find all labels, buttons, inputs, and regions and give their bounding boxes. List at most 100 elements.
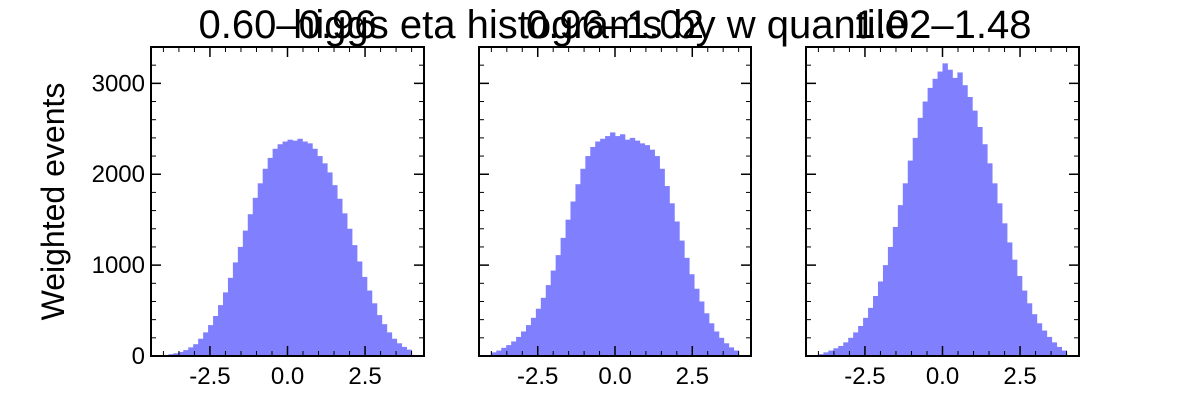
histogram-bar	[580, 168, 586, 356]
histogram-bar	[863, 317, 869, 356]
histogram-bar	[188, 347, 194, 356]
histogram-bar	[644, 145, 651, 356]
histogram-bar	[173, 353, 179, 356]
histogram-bar	[937, 71, 943, 356]
histogram-bar	[942, 63, 948, 357]
histogram-bar	[957, 72, 963, 356]
histogram-bar	[332, 185, 338, 356]
histogram-bar	[848, 337, 854, 356]
histogram-bar	[1061, 350, 1067, 356]
histogram-bar	[887, 246, 894, 356]
histogram-bar	[1051, 342, 1058, 356]
histogram-bar	[322, 163, 328, 356]
histogram-bar	[977, 126, 983, 356]
histogram-bar	[516, 336, 522, 356]
histogram-bar	[605, 136, 611, 356]
histogram-bars	[163, 138, 412, 356]
histogram-bar	[506, 345, 512, 356]
histogram-bar	[511, 341, 517, 356]
x-tick-label: -2.5	[189, 363, 230, 390]
histogram-bar	[297, 138, 303, 356]
histogram-bar	[550, 270, 557, 356]
histogram-bar	[406, 349, 412, 356]
histogram-bar	[337, 198, 343, 356]
subplot-3: -2.5 0.0 2.5 1.02–1.48	[805, 3, 1080, 390]
histogram-bar	[491, 352, 497, 356]
histogram-bar	[575, 184, 581, 356]
histogram-bar	[892, 226, 899, 356]
histogram-bar	[689, 274, 695, 356]
histogram-bar	[669, 203, 675, 356]
histogram-bar	[227, 277, 234, 356]
histogram-bar	[853, 332, 859, 356]
subplot-1: -2.5 0.0 2.5 0 1000 2000 3000 Weighted events 0.…	[35, 3, 425, 390]
histogram-bar	[347, 228, 353, 356]
x-tick-label: 0.0	[598, 363, 631, 390]
histogram-bar	[277, 144, 283, 356]
histogram-bar	[371, 303, 378, 356]
x-tick-label: 0.0	[926, 363, 959, 390]
histogram-bar	[868, 307, 874, 356]
histogram-bar	[565, 219, 571, 356]
histogram-bar	[570, 201, 576, 356]
histogram-bar	[560, 237, 566, 356]
histogram-bar	[922, 101, 929, 356]
histogram-bar	[352, 245, 358, 356]
axes-frame	[150, 46, 425, 357]
subplot-title: 1.02–1.48	[854, 3, 1032, 47]
subplot-title: 0.96–1.02	[526, 3, 704, 47]
histogram-bar	[733, 350, 740, 356]
histogram-bar	[501, 347, 507, 356]
histogram-bar	[1011, 259, 1018, 356]
figure-suptitle: higgs eta histograms by w quantile	[293, 3, 907, 47]
axes-frame	[805, 46, 1080, 357]
histogram-bar	[193, 344, 199, 356]
histogram-bar	[366, 290, 373, 356]
histogram-bar	[674, 221, 680, 356]
y-tick-label: 2000	[92, 161, 145, 188]
histogram-bar	[585, 156, 591, 356]
subplot-2: -2.5 0.0 2.5 0.96–1.02	[478, 3, 752, 390]
histogram-bar	[987, 163, 993, 356]
histogram-bar	[858, 326, 864, 356]
histogram-bar	[639, 143, 646, 356]
histogram-bar	[1041, 330, 1048, 356]
histogram-bar	[708, 323, 715, 356]
histogram-bar	[595, 141, 601, 356]
histogram-bar	[952, 77, 958, 357]
histogram-bar	[178, 351, 184, 356]
histogram-bar	[267, 157, 274, 356]
histogram-bar	[664, 186, 670, 356]
histogram-bar	[242, 230, 249, 356]
x-tick-label: 2.5	[676, 363, 709, 390]
histogram-bar	[600, 138, 606, 356]
histogram-bar	[391, 338, 398, 356]
histogram-bars	[491, 132, 740, 356]
histogram-bar	[1031, 314, 1038, 356]
histogram-bar	[882, 265, 889, 356]
histogram-bar	[272, 148, 278, 356]
x-tick-label: 2.5	[348, 363, 381, 390]
histogram-bar	[521, 331, 527, 356]
subplot-title: 0.60–0.96	[199, 3, 377, 47]
histogram-bar	[967, 96, 973, 357]
histogram-bar	[659, 168, 665, 356]
histogram-bar	[917, 117, 924, 356]
y-tick-label: 1000	[92, 252, 145, 279]
histogram-bar	[992, 183, 998, 356]
x-tick-label: -2.5	[517, 363, 558, 390]
histogram-bar	[287, 139, 293, 356]
histogram-bar	[873, 296, 879, 356]
histogram-bar	[525, 325, 532, 356]
histogram-bar	[1026, 303, 1033, 356]
histogram-bar	[912, 137, 919, 356]
histogram-bar	[555, 255, 561, 356]
histogram-bar	[545, 285, 552, 356]
histogram-bar	[713, 331, 720, 356]
histogram-bar	[629, 137, 636, 356]
histogram-bar	[317, 156, 323, 356]
histogram-bar	[694, 288, 700, 356]
histogram-bar	[679, 240, 685, 356]
histogram-bar	[902, 183, 909, 356]
